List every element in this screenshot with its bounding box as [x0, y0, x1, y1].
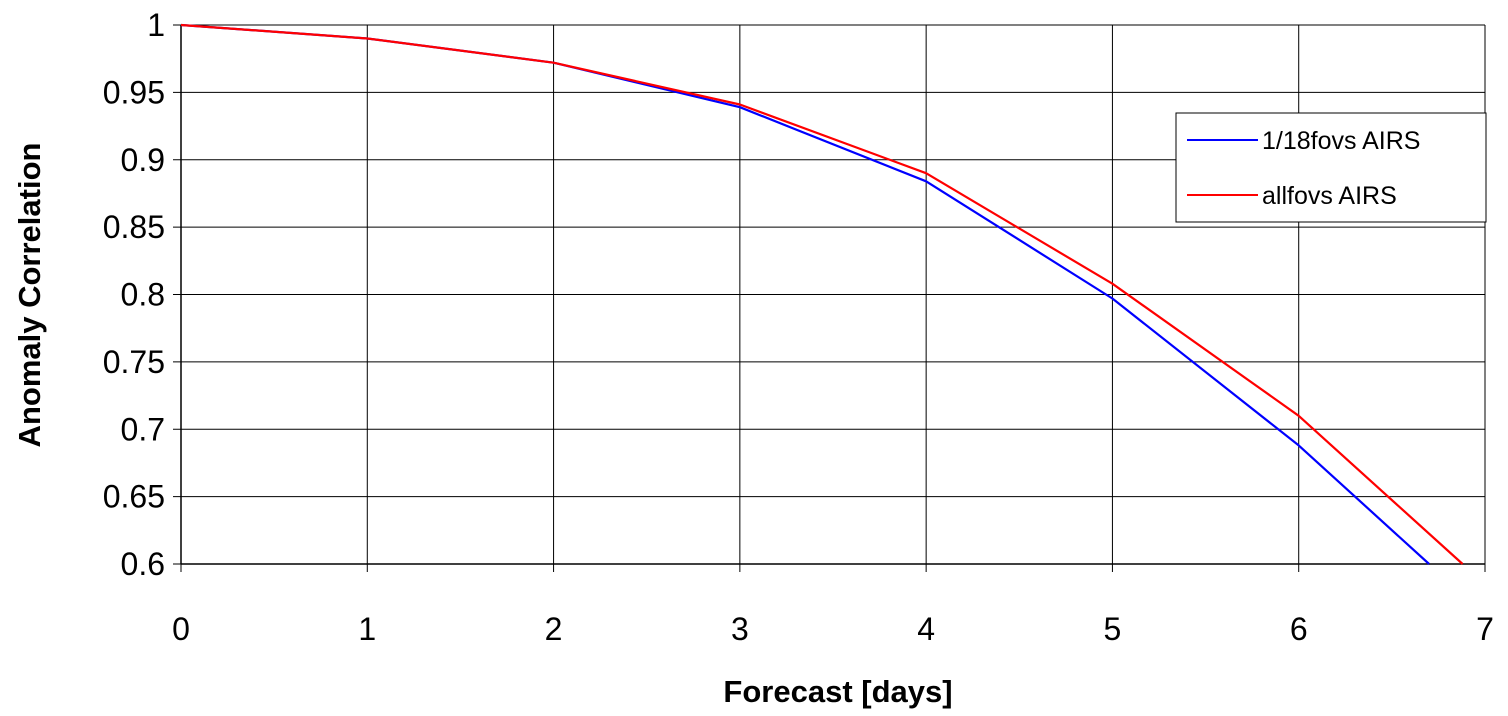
legend-label-2: allfovs AIRS [1262, 182, 1397, 210]
x-tick-label: 7 [1476, 611, 1494, 647]
y-tick-label: 1 [147, 7, 165, 43]
y-tick-label: 0.75 [103, 344, 165, 380]
x-tick-label: 3 [731, 611, 749, 647]
x-tick-label: 2 [545, 611, 563, 647]
grid-lines [181, 24, 1486, 564]
y-tick-label: 0.8 [121, 277, 165, 313]
tick-labels: 0 1 2 3 4 5 6 7 0.6 0.65 0.7 0.75 0.8 0.85 0.9 0.95 1 [103, 7, 1494, 647]
y-axis-title: Anomaly Correlation [12, 143, 47, 448]
legend-label-1: 1/18fovs AIRS [1262, 127, 1420, 155]
x-tick-label: 5 [1104, 611, 1122, 647]
y-tick-label: 0.95 [103, 74, 165, 110]
series-line-2 [180, 23, 1464, 565]
x-tick-label: 4 [917, 611, 935, 647]
series-lines [180, 23, 1464, 565]
axes [173, 24, 1486, 572]
legend-box [1175, 112, 1487, 223]
y-tick-label: 0.85 [103, 209, 165, 245]
x-tick-label: 1 [358, 611, 376, 647]
x-tick-label: 6 [1290, 611, 1308, 647]
legend: 1/18fovs AIRS allfovs AIRS [1175, 112, 1487, 223]
x-tick-label: 0 [172, 611, 190, 647]
x-axis-title: Forecast [days] [723, 674, 952, 709]
y-tick-label: 0.6 [121, 546, 165, 582]
y-tick-label: 0.65 [103, 479, 165, 515]
y-tick-label: 0.9 [121, 142, 165, 178]
y-tick-label: 0.7 [121, 411, 165, 447]
